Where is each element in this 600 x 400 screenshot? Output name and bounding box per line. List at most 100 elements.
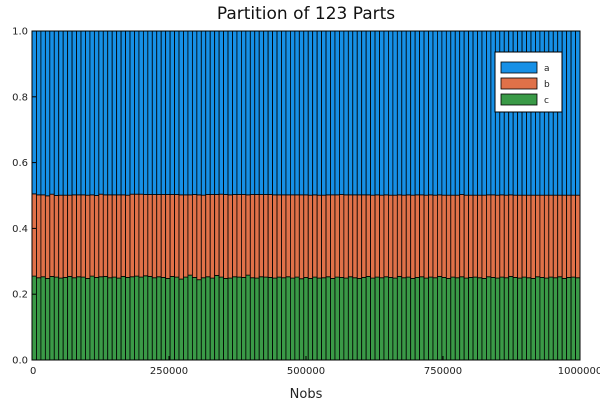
y-tick-label: 0.8 <box>12 92 28 103</box>
bar-b-71 <box>347 194 354 278</box>
bar-a-67 <box>330 30 336 196</box>
bar-c-1 <box>36 277 42 361</box>
bar-b-40 <box>209 194 216 279</box>
bar-a-40 <box>209 30 216 195</box>
bar-c-74 <box>361 277 367 361</box>
bar-a-24 <box>138 30 144 195</box>
bar-a-35 <box>187 30 193 196</box>
bar-b-120 <box>566 194 572 278</box>
bar-a-22 <box>129 30 135 195</box>
bar-c-12 <box>85 278 91 361</box>
bar-c-0 <box>31 275 37 361</box>
bar-b-37 <box>196 194 202 281</box>
bar-c-65 <box>321 277 327 361</box>
bar-b-61 <box>303 194 309 278</box>
bar-a-5 <box>53 30 60 196</box>
bar-a-94 <box>450 30 456 196</box>
legend-label-b: b <box>544 80 550 90</box>
bar-c-5 <box>53 276 60 361</box>
bar-c-98 <box>468 277 474 361</box>
bar-a-92 <box>441 30 447 196</box>
bar-b-14 <box>93 195 100 278</box>
bar-a-3 <box>44 30 51 197</box>
bar-c-71 <box>347 276 354 361</box>
bar-b-32 <box>174 194 180 278</box>
bar-a-4 <box>49 30 55 195</box>
bar-c-94 <box>450 276 456 361</box>
bar-c-28 <box>156 276 162 361</box>
bar-c-13 <box>89 275 95 361</box>
x-axis: 0 250000 500000 750000 1000000 <box>30 356 600 377</box>
bar-b-31 <box>169 194 175 277</box>
bar-a-18 <box>111 30 118 196</box>
bar-c-48 <box>245 274 251 361</box>
bar-a-52 <box>263 30 269 195</box>
bar-a-65 <box>321 30 327 196</box>
bar-b-79 <box>383 194 389 278</box>
bar-c-33 <box>178 278 184 361</box>
bar-b-100 <box>477 194 483 279</box>
bar-b-95 <box>454 194 461 279</box>
bar-b-91 <box>437 194 443 277</box>
bar-a-16 <box>102 30 109 196</box>
y-axis: 0.0 0.2 0.4 0.6 0.8 1.0 <box>12 27 36 367</box>
bar-a-1 <box>36 30 42 196</box>
bar-b-73 <box>356 194 363 279</box>
bar-b-24 <box>138 193 144 278</box>
bar-b-42 <box>218 193 224 278</box>
bar-b-115 <box>543 194 550 279</box>
bar-b-27 <box>151 194 158 279</box>
bar-a-74 <box>361 30 367 196</box>
bar-c-27 <box>151 277 158 361</box>
bar-a-13 <box>89 30 95 196</box>
bar-b-34 <box>183 194 189 278</box>
bar-b-82 <box>396 194 403 277</box>
bar-c-86 <box>414 277 421 361</box>
bar-c-29 <box>160 277 167 361</box>
bar-b-36 <box>191 194 198 278</box>
bar-b-65 <box>321 194 327 279</box>
bar-c-87 <box>419 276 425 361</box>
bar-b-46 <box>236 194 242 278</box>
bar-c-9 <box>71 277 77 361</box>
bar-b-2 <box>40 194 46 278</box>
bar-a-101 <box>481 30 487 196</box>
bar-c-30 <box>165 278 171 361</box>
bar-a-56 <box>281 30 287 196</box>
bar-c-85 <box>410 278 416 361</box>
bar-c-101 <box>481 278 487 361</box>
bar-b-20 <box>120 194 126 277</box>
bar-a-121 <box>570 30 576 196</box>
bar-a-46 <box>236 30 242 195</box>
bar-a-61 <box>303 30 309 196</box>
bar-c-8 <box>67 276 73 361</box>
bar-c-88 <box>423 277 429 361</box>
bar-b-105 <box>499 194 505 278</box>
bar-c-104 <box>494 277 501 361</box>
bar-a-62 <box>307 30 314 196</box>
bar-a-60 <box>298 30 305 196</box>
bar-b-13 <box>89 194 95 277</box>
bar-c-46 <box>236 276 242 361</box>
bar-a-84 <box>405 30 412 196</box>
bar-c-19 <box>116 277 122 361</box>
bar-a-29 <box>160 30 167 195</box>
bar-a-47 <box>240 30 247 195</box>
bar-a-72 <box>352 30 358 196</box>
bar-a-15 <box>98 30 104 195</box>
bar-c-117 <box>552 277 559 361</box>
bar-c-3 <box>44 278 51 361</box>
bar-b-98 <box>468 194 474 278</box>
bar-a-95 <box>454 30 461 196</box>
bar-a-10 <box>76 30 82 196</box>
bar-c-43 <box>223 278 229 361</box>
bar-c-59 <box>294 276 300 361</box>
bar-c-25 <box>142 275 149 361</box>
bar-c-21 <box>125 277 131 361</box>
bar-b-50 <box>254 194 260 279</box>
bar-c-82 <box>396 276 403 361</box>
bar-c-31 <box>169 276 175 361</box>
bar-b-49 <box>249 194 256 279</box>
legend-label-a: a <box>544 64 550 74</box>
bar-c-72 <box>352 277 358 361</box>
